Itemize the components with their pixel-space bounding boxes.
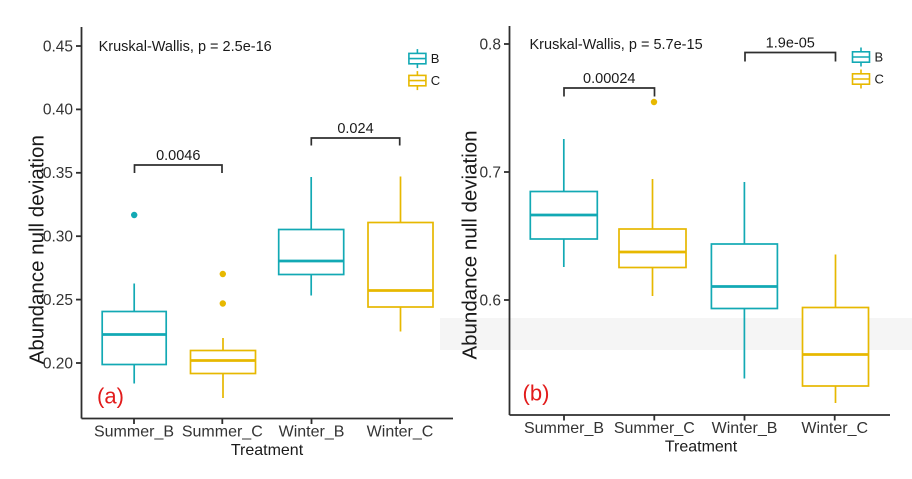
svg-text:(b): (b) (523, 381, 550, 406)
svg-text:Treatment: Treatment (665, 438, 738, 455)
svg-text:0.45: 0.45 (43, 38, 73, 55)
svg-text:Summer_C: Summer_C (614, 420, 695, 437)
svg-text:C: C (431, 73, 440, 88)
svg-text:Winter_C: Winter_C (367, 424, 434, 441)
svg-text:0.6: 0.6 (479, 292, 501, 309)
svg-text:0.20: 0.20 (43, 355, 74, 372)
svg-text:C: C (875, 72, 884, 87)
svg-text:Abundance null deviation: Abundance null deviation (26, 135, 49, 364)
svg-text:0.40: 0.40 (43, 102, 74, 119)
svg-text:Summer_C: Summer_C (182, 424, 263, 441)
svg-text:Summer_B: Summer_B (524, 420, 604, 437)
svg-text:0.35: 0.35 (43, 165, 73, 182)
svg-text:0.30: 0.30 (43, 229, 74, 246)
svg-text:1.9e-05: 1.9e-05 (766, 36, 815, 52)
svg-text:Winter_B: Winter_B (712, 420, 778, 437)
svg-text:(a): (a) (97, 384, 124, 409)
svg-text:Abundance null deviation: Abundance null deviation (459, 130, 482, 359)
svg-text:Treatment: Treatment (231, 442, 304, 459)
svg-text:0.7: 0.7 (479, 164, 501, 181)
svg-text:B: B (875, 50, 884, 65)
svg-text:0.00024: 0.00024 (583, 71, 635, 87)
svg-text:B: B (431, 51, 440, 66)
svg-text:Kruskal-Wallis, p = 5.7e-15: Kruskal-Wallis, p = 5.7e-15 (530, 37, 703, 53)
svg-text:Winter_B: Winter_B (279, 424, 345, 441)
svg-text:0.8: 0.8 (479, 36, 501, 53)
svg-text:Kruskal-Wallis, p = 2.5e-16: Kruskal-Wallis, p = 2.5e-16 (99, 39, 272, 55)
svg-text:Summer_B: Summer_B (94, 424, 174, 441)
svg-text:0.024: 0.024 (337, 121, 373, 137)
svg-text:Winter_C: Winter_C (801, 420, 868, 437)
svg-text:0.0046: 0.0046 (156, 148, 200, 164)
svg-text:0.25: 0.25 (43, 292, 73, 309)
